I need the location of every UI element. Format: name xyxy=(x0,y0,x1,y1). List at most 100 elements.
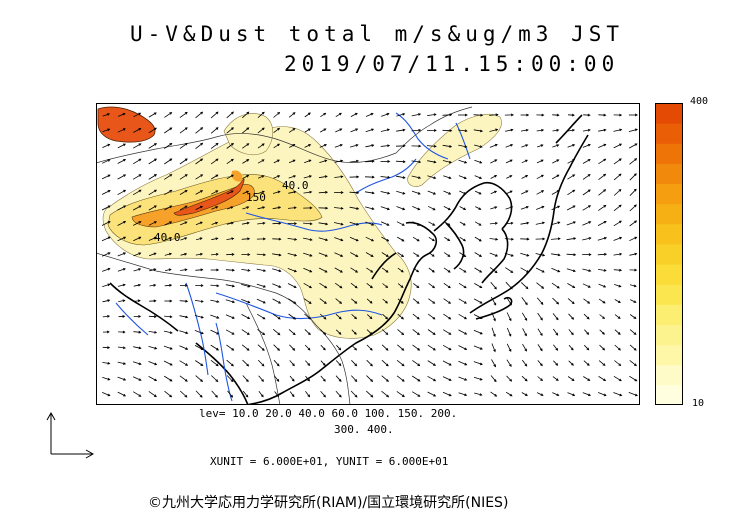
wind-arrow xyxy=(366,329,373,335)
wind-arrow-head xyxy=(261,175,265,178)
wind-arrow-head xyxy=(107,128,111,132)
wind-arrow-head xyxy=(308,144,312,147)
wind-arrow xyxy=(520,222,529,225)
wind-arrow-head xyxy=(448,347,452,351)
wind-arrow-head xyxy=(261,127,265,131)
map-title-datetime: 2019/07/11.15:00:00 xyxy=(284,52,620,76)
wind-arrow xyxy=(272,298,281,304)
wind-arrow-head xyxy=(603,284,607,288)
wind-arrow xyxy=(506,327,512,337)
wind-arrow-head xyxy=(262,221,266,225)
wind-arrow-head xyxy=(154,378,158,382)
wind-arrow-head xyxy=(494,270,498,274)
wind-arrow xyxy=(101,236,111,242)
wind-arrow xyxy=(288,175,296,179)
wind-arrow-head xyxy=(433,144,437,148)
wind-arrow-head xyxy=(294,253,298,257)
wind-arrow xyxy=(428,236,435,242)
wind-arrow-head xyxy=(200,190,204,193)
wind-arrow-head xyxy=(138,378,142,381)
wind-arrow-head xyxy=(106,330,110,334)
wind-arrow-head xyxy=(386,394,390,398)
wind-arrow xyxy=(258,175,264,179)
wind-arrow xyxy=(582,268,591,272)
wind-arrow-head xyxy=(385,254,389,257)
wind-arrow-head xyxy=(355,238,359,242)
wind-arrow xyxy=(133,112,141,118)
wind-arrow xyxy=(195,360,203,366)
wind-arrow-head xyxy=(246,363,250,367)
wind-arrow-head xyxy=(555,317,559,321)
wind-arrow xyxy=(521,392,528,396)
wind-arrow xyxy=(226,127,234,134)
wind-arrow-head xyxy=(618,284,622,288)
wind-arrow-head xyxy=(169,237,173,240)
wind-arrow-head xyxy=(448,378,452,381)
wind-arrow-head xyxy=(433,378,437,382)
wind-arrow-head xyxy=(354,394,358,398)
wind-arrow xyxy=(397,252,404,257)
wind-arrow xyxy=(102,268,110,272)
wind-arrow-head xyxy=(463,269,467,273)
wind-arrow xyxy=(305,391,310,397)
wind-arrow xyxy=(427,375,436,382)
wind-arrow xyxy=(551,282,560,289)
wind-arrow-head xyxy=(184,205,188,209)
wind-arrow xyxy=(273,143,280,149)
wind-arrow-head xyxy=(479,331,483,335)
wind-arrow-head xyxy=(107,252,111,255)
wind-arrow-head xyxy=(324,269,328,273)
wind-arrow xyxy=(442,360,452,366)
wind-arrow-head xyxy=(633,173,637,177)
wind-arrow xyxy=(381,113,389,117)
wind-arrow-head xyxy=(292,363,295,367)
wind-arrow-head xyxy=(122,362,127,365)
wind-arrow-head xyxy=(634,268,638,272)
wind-arrow-head xyxy=(309,190,313,194)
wind-arrow-head xyxy=(619,236,623,240)
wind-arrow-head xyxy=(308,301,312,304)
wind-arrow xyxy=(535,267,545,273)
wind-arrow xyxy=(428,282,435,289)
wind-arrow-head xyxy=(107,205,111,209)
wind-arrow xyxy=(101,252,111,257)
wind-arrow-head xyxy=(262,237,266,241)
wind-arrow-head xyxy=(307,332,311,336)
wind-arrow-head xyxy=(494,159,498,162)
wind-arrow-head xyxy=(587,301,591,304)
wind-arrow xyxy=(381,375,389,382)
wind-arrow-head xyxy=(293,206,297,210)
wind-arrow xyxy=(148,112,157,118)
wind-arrow-head xyxy=(246,127,250,131)
wind-arrow-head xyxy=(215,252,219,256)
wind-arrow xyxy=(117,361,126,365)
wind-arrow xyxy=(629,314,637,319)
wind-arrow-head xyxy=(463,207,467,210)
wind-arrow xyxy=(148,205,157,211)
wind-arrow-head xyxy=(169,362,173,366)
wind-arrow xyxy=(272,268,281,272)
wind-arrow xyxy=(427,329,436,335)
wind-arrow xyxy=(148,127,157,134)
wind-arrow-head xyxy=(433,129,437,132)
wind-arrow xyxy=(226,190,234,195)
wind-arrow-head xyxy=(138,205,142,208)
wind-arrow-head xyxy=(633,300,637,303)
wind-arrow xyxy=(427,160,436,163)
wind-arrow-head xyxy=(463,254,467,257)
wind-arrow-head xyxy=(617,332,621,335)
wind-arrow xyxy=(582,189,591,196)
dust-region-northeast xyxy=(407,113,502,187)
wind-arrow xyxy=(273,359,280,367)
wind-arrow xyxy=(133,252,141,257)
wind-arrow-head xyxy=(340,191,344,194)
wind-arrow xyxy=(537,344,543,351)
wind-arrow-head xyxy=(400,300,404,304)
wind-arrow xyxy=(180,221,187,226)
wind-arrow xyxy=(318,252,328,257)
wind-arrow xyxy=(443,190,451,195)
wind-arrow-head xyxy=(184,237,188,240)
wind-arrow-head xyxy=(293,316,297,320)
vector-units: XUNIT = 6.000E+01, YUNIT = 6.000E+01 xyxy=(210,455,449,468)
wind-arrow xyxy=(505,144,513,148)
